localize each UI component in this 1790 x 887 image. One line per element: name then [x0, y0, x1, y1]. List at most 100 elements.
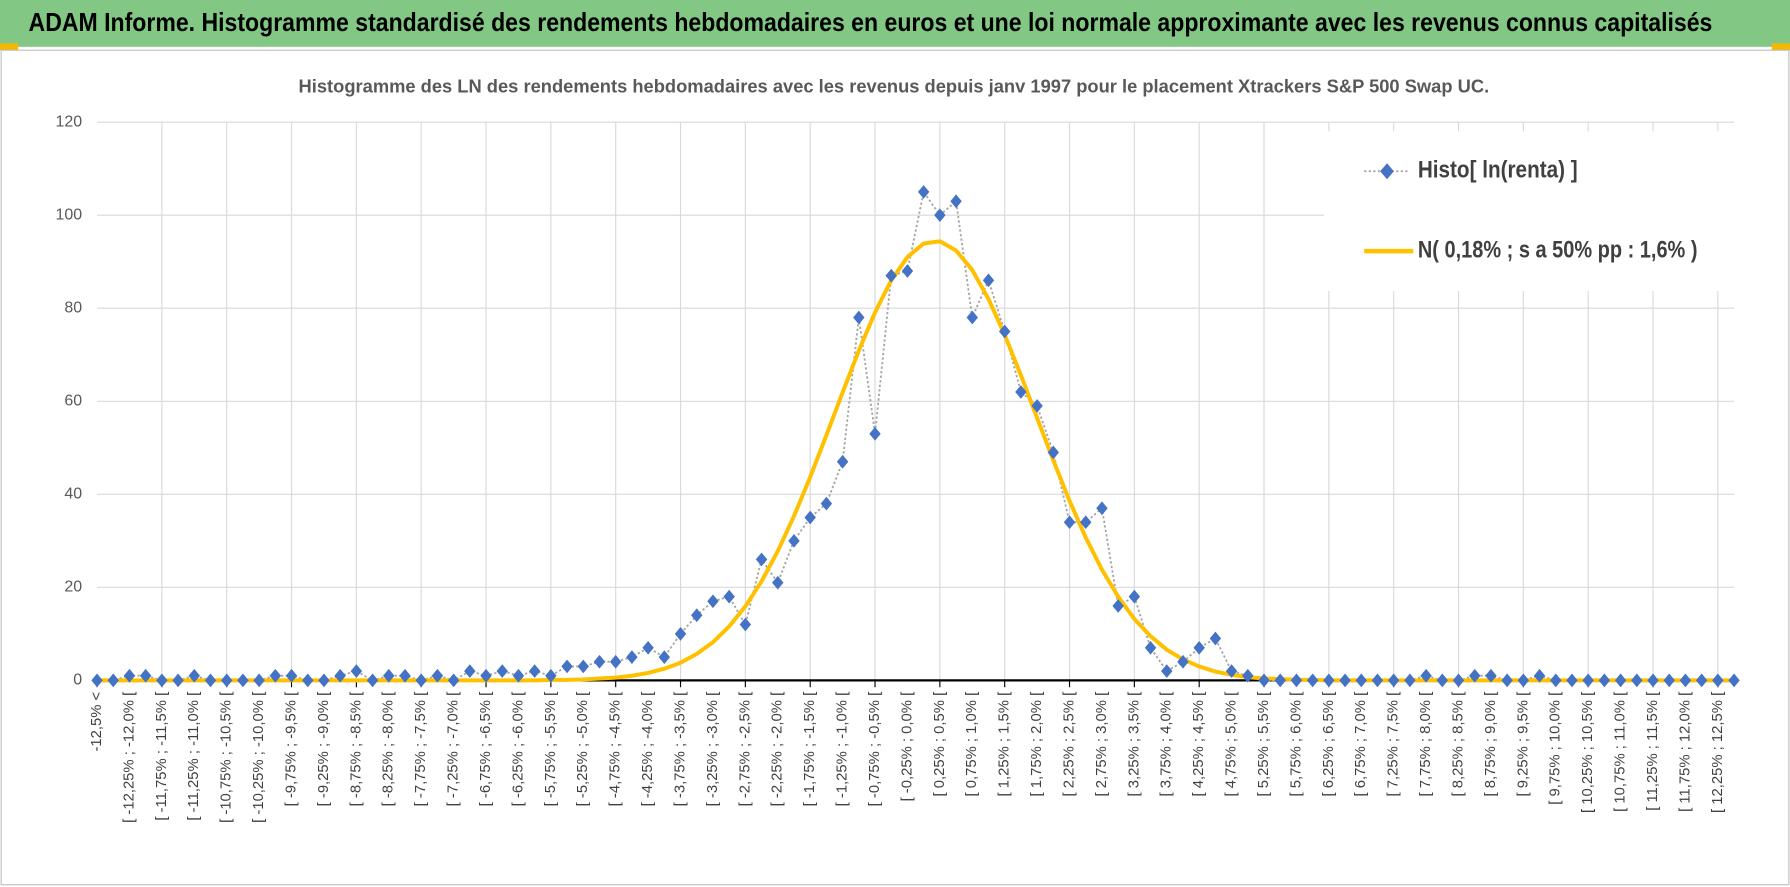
- data-point: [674, 627, 687, 641]
- x-tick-label: [ 1,75% ; 2,0% [: [1029, 692, 1045, 797]
- y-tick-label: 20: [64, 579, 82, 596]
- corner-mark: [0, 43, 19, 51]
- data-point: [285, 668, 298, 683]
- x-tick-label: [ -10,25% ; -10,0% [: [251, 692, 267, 823]
- x-tick-label: [ -7,25% ; -7,0% [: [446, 692, 462, 807]
- x-tick-label: [ 6,25% ; 6,5% [: [1321, 692, 1337, 797]
- x-tick-label: [ -1,75% ; -1,5% [: [802, 692, 818, 807]
- x-tick-label: [ 4,75% ; 5,0% [: [1224, 692, 1240, 797]
- x-tick-label: [ -1,25% ; -1,0% [: [835, 692, 851, 807]
- x-tick-label: [ 9,75% ; 10,0% [: [1548, 692, 1564, 805]
- data-point: [188, 668, 200, 683]
- legend-label: Histo[ ln(renta) ]: [1418, 157, 1578, 184]
- x-tick-label: [ 11,75% ; 12,0% [: [1677, 692, 1693, 812]
- legend: [1324, 131, 1741, 292]
- x-tick-label: [ 5,25% ; 5,5% [: [1256, 692, 1272, 797]
- x-tick-label: [ -9,25% ; -9,0% [: [316, 692, 332, 807]
- x-tick-label: [ 0,75% ; 1,0% [: [964, 692, 980, 797]
- x-tick-label: [ 11,25% ; 11,5% [: [1645, 692, 1661, 811]
- x-tick-label: [ -6,25% ; -6,0% [: [510, 692, 526, 807]
- corner-mark: [1771, 43, 1790, 51]
- data-point: [431, 668, 444, 683]
- data-point: [950, 194, 962, 209]
- data-point: [934, 208, 946, 223]
- data-point: [691, 608, 703, 623]
- data-point: [480, 668, 492, 683]
- data-point: [1144, 640, 1157, 655]
- x-tick-label: -12,5% <: [89, 692, 105, 752]
- x-tick-label: [ -10,75% ; -10,5% [: [219, 692, 235, 823]
- x-tick-label: [ 12,25% ; 12,5% [: [1710, 692, 1726, 813]
- header-title: ADAM Informe. Histogramme standardisé de…: [29, 7, 1713, 37]
- data-point: [1420, 668, 1432, 683]
- y-tick-label: 0: [73, 672, 82, 689]
- x-tick-label: [ -2,25% ; -2,0% [: [770, 692, 786, 807]
- x-tick-label: [ -9,75% ; -9,5% [: [283, 692, 299, 807]
- x-tick-label: [ -4,75% ; -4,5% [: [608, 692, 624, 807]
- x-tick-label: [ 3,75% ; 4,0% [: [1159, 692, 1175, 797]
- x-tick-label: [ -4,25% ; -4,0% [: [640, 692, 656, 807]
- data-point: [1193, 640, 1205, 655]
- x-tick-label: [ -5,75% ; -5,5% [: [543, 692, 559, 807]
- x-tick-label: [ -12,25% ; -12,0% [: [121, 692, 137, 823]
- data-point: [512, 668, 525, 683]
- x-tick-label: [ 5,75% ; 6,0% [: [1288, 692, 1304, 797]
- data-point: [917, 185, 930, 199]
- header-band: [0, 0, 1790, 47]
- x-tick-label: [ -3,25% ; -3,0% [: [705, 692, 721, 807]
- data-point: [820, 496, 833, 511]
- x-tick-label: [ -11,75% ; -11,5% [: [154, 692, 170, 821]
- data-point: [123, 668, 136, 683]
- x-tick-label: [ 6,75% ; 7,0% [: [1353, 692, 1369, 797]
- x-tick-label: [ -3,75% ; -3,5% [: [672, 692, 688, 807]
- data-point: [869, 426, 881, 441]
- y-tick-label: 60: [64, 392, 82, 409]
- x-tick-label: [ 0,25% ; 0,5% [: [932, 692, 948, 797]
- data-point: [1128, 589, 1141, 604]
- x-tick-label: [ 3,25% ; 3,5% [: [1126, 692, 1142, 797]
- data-point: [772, 575, 784, 590]
- x-tick-label: [ -5,25% ; -5,0% [: [575, 692, 591, 807]
- y-tick-label: 100: [56, 206, 83, 223]
- data-point: [642, 640, 654, 655]
- x-tick-label: [ -0,25% ; 0,0% [: [899, 692, 915, 802]
- data-point: [788, 533, 800, 548]
- data-point: [1533, 668, 1546, 683]
- data-point: [755, 552, 768, 567]
- x-tick-label: [ 7,25% ; 7,5% [: [1386, 692, 1402, 797]
- data-point: [998, 324, 1011, 339]
- data-point: [739, 617, 752, 632]
- x-tick-label: [ -8,75% ; -8,5% [: [348, 692, 364, 807]
- y-tick-label: 40: [64, 486, 82, 503]
- x-tick-label: [ -7,75% ; -7,5% [: [413, 692, 429, 807]
- x-tick-label: [ 10,25% ; 10,5% [: [1580, 692, 1596, 813]
- x-tick-label: [ -0,75% ; -0,5% [: [867, 692, 883, 807]
- x-tick-label: [ 4,25% ; 4,5% [: [1191, 692, 1207, 797]
- x-tick-label: [ 7,75% ; 8,0% [: [1418, 692, 1434, 797]
- x-tick-label: [ 8,25% ; 8,5% [: [1450, 692, 1466, 797]
- x-tick-label: [ -8,25% ; -8,0% [: [381, 692, 397, 807]
- x-tick-label: [ 2,75% ; 3,0% [: [1094, 692, 1110, 797]
- data-point: [545, 668, 557, 683]
- x-tick-label: [ -2,75% ; -2,5% [: [737, 692, 753, 807]
- data-point: [658, 650, 671, 664]
- data-point: [853, 310, 865, 325]
- data-point: [966, 310, 978, 325]
- data-point: [1485, 668, 1497, 683]
- chart-title: Histogramme des LN des rendements hebdom…: [299, 76, 1490, 97]
- data-point: [399, 668, 411, 683]
- x-tick-label: [ 8,75% ; 9,0% [: [1483, 692, 1499, 797]
- data-point: [723, 589, 735, 604]
- x-tick-label: [ 10,75% ; 11,0% [: [1613, 692, 1629, 812]
- data-point: [561, 659, 573, 674]
- data-point: [139, 668, 152, 683]
- data-point: [901, 264, 914, 278]
- data-point: [982, 273, 995, 288]
- x-tick-label: [ 9,25% ; 9,5% [: [1515, 692, 1531, 797]
- x-tick-label: [ 1,25% ; 1,5% [: [997, 692, 1013, 797]
- data-point: [885, 268, 897, 283]
- data-point: [836, 454, 849, 469]
- chart-border: [0, 49, 1790, 886]
- legend-label: N( 0,18% ; s a 50% pp : 1,6% ): [1418, 236, 1698, 263]
